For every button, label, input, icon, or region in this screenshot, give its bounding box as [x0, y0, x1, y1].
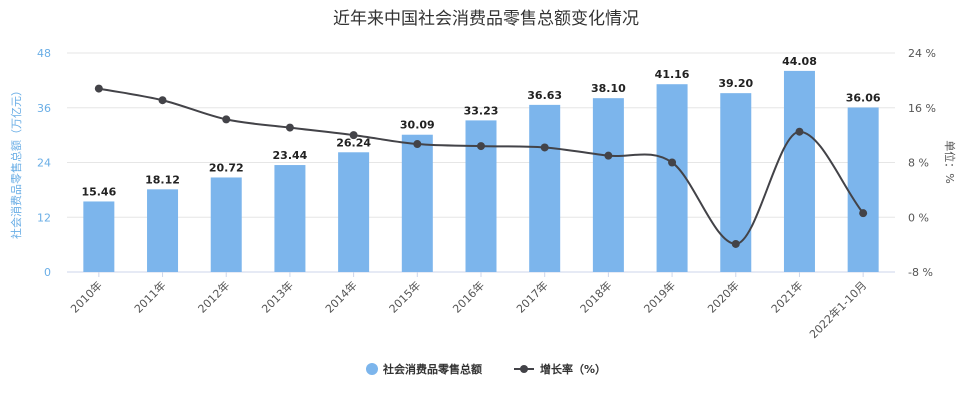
bar-data-label: 26.24	[336, 136, 371, 149]
x-tick-label: 2011年	[131, 278, 168, 315]
y-tick-label-left: 12	[37, 211, 51, 224]
x-tick-label: 2014年	[322, 278, 359, 315]
x-tick-label: 2019年	[641, 278, 678, 315]
x-tick-label: 2021年	[768, 278, 805, 315]
line-point	[349, 131, 358, 140]
y-axis-right-title: 单位：%	[943, 140, 957, 183]
legend-bar-label: 社会消费品零售总额	[382, 362, 482, 376]
bar	[274, 165, 306, 272]
x-tick-label: 2017年	[513, 278, 550, 315]
line-point	[859, 209, 868, 218]
legend-bar-marker	[366, 363, 378, 375]
y-tick-label-left: 0	[44, 266, 51, 279]
bar	[529, 104, 561, 272]
bar	[656, 84, 688, 273]
line-point	[668, 158, 677, 167]
chart-title: 近年来中国社会消费品零售总额变化情况	[333, 9, 639, 29]
bar-data-label: 20.72	[209, 161, 244, 174]
y-tick-label-right: 24 %	[908, 47, 936, 60]
x-tick-label: 2018年	[577, 278, 614, 315]
x-axis: 2010年 2011年 2012年 2013年 2014年 2015年 2016年 2017年…	[67, 272, 869, 341]
y-tick-label-right: -8 %	[908, 266, 933, 279]
line-point	[222, 115, 231, 124]
bar	[783, 70, 815, 272]
line-point	[94, 84, 103, 93]
y-tick-label-right: 16 %	[908, 102, 936, 115]
line-point	[604, 151, 613, 160]
bar-data-label: 44.08	[782, 55, 817, 68]
x-tick-label: 2013年	[259, 278, 296, 315]
bar-data-label: 30.09	[400, 119, 435, 132]
bar	[338, 152, 370, 272]
line-point	[413, 140, 422, 149]
bar-data-label: 15.46	[81, 185, 116, 198]
x-tick-label: 2015年	[386, 278, 423, 315]
x-tick-label: 2020年	[704, 278, 741, 315]
bar-data-label: 39.20	[718, 77, 753, 90]
bar-data-label: 41.16	[655, 68, 690, 81]
bar	[210, 177, 242, 272]
legend: 社会消费品零售总额 增长率（%）	[366, 362, 606, 376]
line-point	[731, 239, 740, 248]
line-point	[795, 127, 804, 136]
y-tick-label-left: 36	[37, 102, 51, 115]
bar	[592, 98, 624, 272]
legend-line-label: 增长率（%）	[540, 362, 606, 376]
x-tick-label: 2012年	[195, 278, 232, 315]
bar-data-label: 36.63	[527, 89, 562, 102]
y-tick-label-left: 24	[37, 157, 51, 170]
y-axis-left-title: 社会消费品零售总额（万亿元）	[9, 85, 23, 239]
x-tick-label: 2022年1-10月	[806, 278, 869, 341]
line-point	[158, 96, 167, 105]
bar-data-label: 33.23	[464, 104, 499, 117]
x-tick-label: 2010年	[67, 278, 104, 315]
line-series	[94, 84, 868, 248]
line-point	[285, 123, 294, 132]
bar-data-label: 18.12	[145, 173, 180, 186]
y-tick-label-right: 8 %	[908, 157, 929, 170]
bar-data-label: 38.10	[591, 82, 626, 95]
y-tick-label-right: 0 %	[908, 211, 929, 224]
bar-data-label: 23.44	[273, 149, 308, 162]
legend-line-point	[520, 365, 528, 373]
bar-data-label: 36.06	[846, 91, 881, 104]
bar-series	[83, 70, 879, 273]
bar-data-labels: 15.46 18.12 20.72 23.44 26.24 30.09 33.23 36.63…	[81, 55, 880, 199]
y-axis-right: -8 % 0 % 8 % 16 % 24 %	[908, 47, 936, 279]
bar	[401, 134, 433, 272]
bar	[83, 201, 115, 272]
bar	[847, 107, 879, 272]
y-tick-label-left: 48	[37, 47, 51, 60]
line-point	[477, 142, 485, 151]
y-axis-left: 0 12 24 36 48	[37, 47, 51, 279]
line-point	[540, 143, 549, 152]
bar	[147, 189, 179, 272]
x-tick-label: 2016年	[450, 278, 487, 315]
